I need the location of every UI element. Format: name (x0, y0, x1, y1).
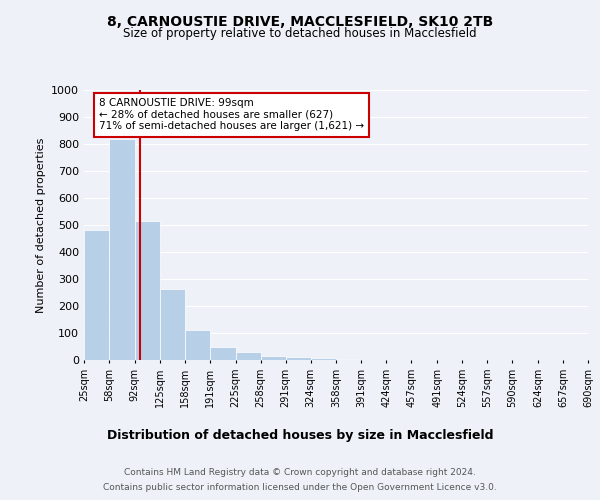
Bar (311, 358, 337, 360)
Text: 8 CARNOUSTIE DRIVE: 99sqm
← 28% of detached houses are smaller (627)
71% of semi: 8 CARNOUSTIE DRIVE: 99sqm ← 28% of detac… (99, 98, 364, 132)
Bar (135, 221, 160, 360)
Text: 8, CARNOUSTIE DRIVE, MACCLESFIELD, SK10 2TB: 8, CARNOUSTIE DRIVE, MACCLESFIELD, SK10 … (107, 15, 493, 29)
Text: Contains public sector information licensed under the Open Government Licence v3: Contains public sector information licen… (103, 483, 497, 492)
Bar (84, 230, 109, 360)
Bar (337, 358, 361, 360)
Text: Contains HM Land Registry data © Crown copyright and database right 2024.: Contains HM Land Registry data © Crown c… (124, 468, 476, 477)
Bar (160, 289, 185, 360)
Text: Distribution of detached houses by size in Macclesfield: Distribution of detached houses by size … (107, 428, 493, 442)
Bar (286, 358, 311, 360)
Bar (236, 352, 260, 360)
Y-axis label: Number of detached properties: Number of detached properties (35, 138, 46, 312)
Bar (260, 356, 286, 360)
Text: Size of property relative to detached houses in Macclesfield: Size of property relative to detached ho… (123, 28, 477, 40)
Bar (109, 138, 135, 360)
Bar (185, 330, 210, 360)
Bar (210, 346, 236, 360)
